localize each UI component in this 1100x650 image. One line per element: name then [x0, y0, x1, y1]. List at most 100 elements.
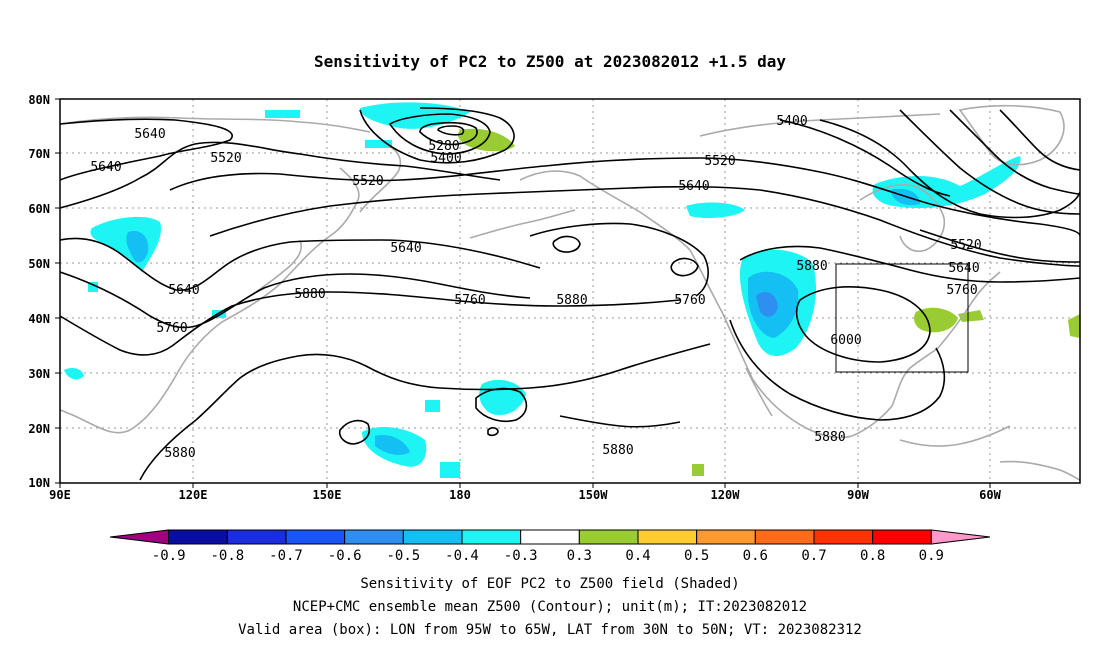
contour-label: 5520	[950, 238, 981, 253]
contour-east-loop-2	[949, 109, 1080, 195]
colorbar-swatch	[461, 529, 522, 545]
coast-na-east	[937, 271, 1001, 349]
contour-5640-north	[60, 118, 233, 181]
contour-5880-east	[739, 245, 1080, 283]
contour-label: 5400	[430, 151, 461, 166]
colorbar-label: 0.3	[567, 548, 592, 564]
contour-5400-low	[388, 113, 491, 155]
colorbar-swatch	[637, 529, 698, 545]
colorbar-label: -0.3	[504, 548, 538, 564]
colorbar-label: 0.6	[743, 548, 768, 564]
map-panel: 5640 5640 5520 5520 5280 5400 5400 5520 …	[28, 93, 1081, 502]
contour-label: 5880	[556, 293, 587, 308]
contour-label: 5880	[294, 287, 325, 302]
lon-labels: 90E 120E 150E 180 150W 120W 90W 60W	[49, 488, 1001, 502]
lat-label: 60N	[28, 202, 50, 216]
negative-patch-central-asia-core	[126, 230, 149, 263]
coast-aleutians	[469, 209, 576, 239]
colorbar-arrow-high	[930, 529, 991, 545]
contour-label: 5880	[814, 430, 845, 445]
coast-baja	[745, 367, 773, 417]
contour-label: 5640	[948, 261, 979, 276]
caption-line-2: NCEP+CMC ensemble mean Z500 (Contour); u…	[293, 599, 807, 615]
contour-label: 6000	[830, 333, 861, 348]
contour-label: 5640	[168, 283, 199, 298]
lon-label: 90E	[49, 488, 71, 502]
colorbar-swatch	[226, 529, 287, 545]
lon-label: 150W	[579, 488, 609, 502]
lon-label: 180	[449, 488, 471, 502]
lat-label: 50N	[28, 257, 50, 271]
positive-patch-east-atlantic	[1068, 314, 1080, 338]
lat-label: 20N	[28, 422, 50, 436]
coast-gulf	[851, 347, 939, 437]
contour-5880-pacific	[139, 343, 711, 481]
coastlines	[60, 104, 1080, 481]
contour-6000-high	[795, 286, 931, 363]
contour-5760-asia	[60, 271, 531, 329]
colorbar-swatch	[402, 529, 463, 545]
contour-5880-asia	[60, 291, 681, 356]
contour-5880-south	[729, 319, 946, 421]
contour-5880-small-2	[487, 427, 499, 437]
contour-label: 5880	[164, 446, 195, 461]
contour-5880-hawaii	[559, 415, 681, 428]
lat-labels: 80N 70N 60N 50N 40N 30N 20N 10N	[28, 93, 50, 490]
colorbar-swatch	[168, 529, 228, 545]
colorbar: -0.9 -0.8 -0.7 -0.6 -0.5 -0.4 -0.3 0.3 0.4 0.5 0.6…	[109, 529, 991, 564]
chart-title: Sensitivity of PC2 to Z500 at 2023082012…	[314, 52, 786, 71]
contour-5640-mid	[209, 185, 1080, 267]
contour-label: 5640	[678, 179, 709, 194]
colorbar-label: -0.4	[445, 548, 479, 564]
colorbar-swatch	[578, 529, 639, 545]
contour-5640-west	[60, 141, 501, 209]
contour-label: 5880	[796, 259, 827, 274]
contour-label: 5400	[776, 114, 807, 129]
lon-label: 90W	[847, 488, 869, 502]
coast-alaska	[519, 170, 691, 251]
contour-5520-low	[359, 107, 515, 164]
contour-label: 5640	[390, 241, 421, 256]
negative-patch-pacific-core	[375, 434, 410, 455]
lat-label: 70N	[28, 147, 50, 161]
lat-label: 40N	[28, 312, 50, 326]
contour-label: 5520	[210, 151, 241, 166]
coast-kamchatka	[359, 145, 402, 213]
lon-label: 120E	[179, 488, 208, 502]
colorbar-label: -0.6	[328, 548, 362, 564]
contour-5760-east	[919, 229, 1080, 263]
contour-small-closed-2	[670, 257, 699, 277]
contour-5400-east	[779, 119, 951, 197]
lon-label: 60W	[979, 488, 1001, 502]
coast-arctic-canada	[699, 113, 941, 137]
coast-na-west	[689, 249, 853, 439]
contour-east-loop-3	[999, 109, 1080, 171]
contour-east-loop-1	[899, 109, 1080, 215]
contour-5280-low	[419, 122, 478, 146]
contour-label: 5520	[704, 154, 735, 169]
caption-line-3: Valid area (box): LON from 95W to 65W, L…	[238, 622, 862, 638]
caption-line-1: Sensitivity of EOF PC2 to Z500 field (Sh…	[360, 576, 739, 592]
colorbar-label: -0.7	[269, 548, 303, 564]
negative-patch-dateline-2	[425, 400, 440, 412]
colorbar-swatch	[520, 529, 580, 545]
lat-label: 30N	[28, 367, 50, 381]
contour-label: 5760	[674, 293, 705, 308]
lon-label: 120W	[711, 488, 741, 502]
positive-patch-mexico	[692, 464, 704, 476]
contour-label: 5520	[352, 174, 383, 189]
contour-5760-northeast	[529, 222, 709, 297]
lat-label: 10N	[28, 476, 50, 490]
colorbar-swatch	[813, 529, 874, 545]
colorbar-swatch	[696, 529, 756, 545]
negative-patch-western-us-core	[756, 291, 778, 317]
colorbar-swatch	[754, 529, 815, 545]
coast-south-america	[999, 460, 1080, 481]
valid-area-box	[835, 263, 969, 373]
coast-caribbean	[899, 425, 1011, 447]
contour-5160-low	[437, 125, 465, 136]
colorbar-label: -0.5	[386, 548, 420, 564]
colorbar-swatch	[344, 529, 404, 545]
contour-label: 5280	[428, 139, 459, 154]
